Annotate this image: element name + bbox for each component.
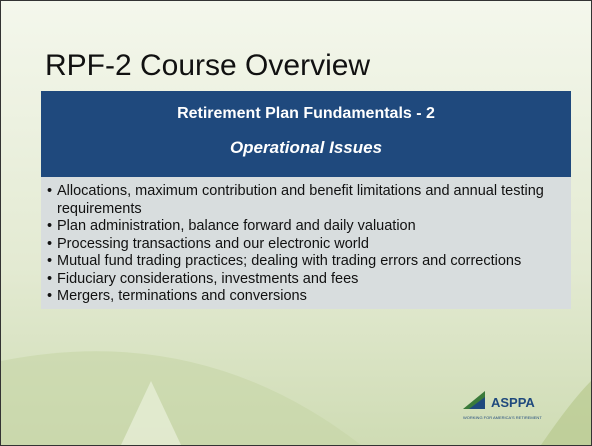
banner-heading: Retirement Plan Fundamentals - 2 (177, 105, 435, 122)
bullet: Processing transactions and our electron… (47, 236, 565, 254)
bullet: Mutual fund trading practices; dealing w… (47, 253, 565, 271)
slide-title: RPF-2 Course Overview (45, 49, 371, 82)
bullet: Fiduciary considerations, investments an… (47, 271, 565, 289)
bullet: Plan administration, balance forward and… (47, 218, 565, 236)
logo-name: ASPPA (491, 395, 535, 410)
logo: ASPPA WORKING FOR AMERICA'S RETIREMENT (463, 391, 542, 420)
bullet: Allocations, maximum contribution and be… (47, 183, 565, 218)
bullet-box: Allocations, maximum contribution and be… (41, 177, 571, 309)
bullet: Mergers, terminations and conversions (47, 288, 565, 306)
bullet-list: Allocations, maximum contribution and be… (47, 183, 565, 306)
banner-subheading: Operational Issues (229, 138, 383, 157)
logo-tagline: WORKING FOR AMERICA'S RETIREMENT (463, 415, 542, 420)
banner: Retirement Plan Fundamentals - 2 Operati… (41, 91, 571, 177)
